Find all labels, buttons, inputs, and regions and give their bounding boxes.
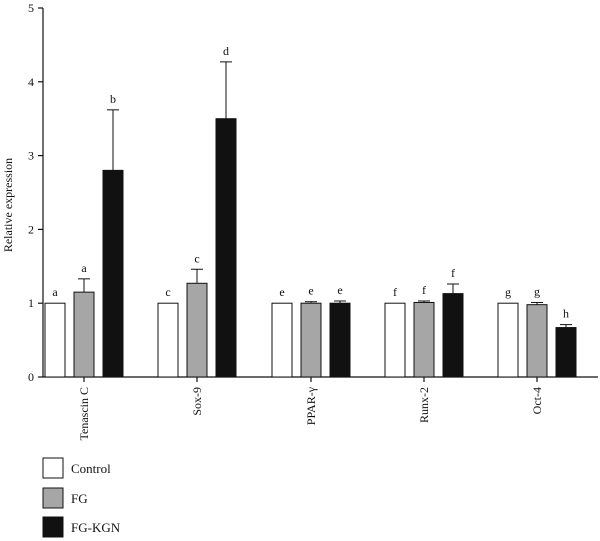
x-tick-label: Oct-4 (530, 387, 544, 414)
bar-fg-kgn-0 (102, 169, 124, 378)
significance-label: c (194, 251, 199, 265)
bar-control-1 (157, 302, 179, 378)
bars (44, 118, 577, 378)
bar-control-4 (497, 302, 519, 378)
x-tick-label: Runx-2 (417, 387, 431, 423)
significance-label: b (110, 92, 116, 106)
significance-label: a (81, 261, 87, 275)
bar-fg-kgn-1 (215, 118, 237, 378)
bar-fg-kgn-3 (442, 293, 464, 378)
significance-label: h (563, 307, 569, 321)
bar-fg-kgn-4 (555, 327, 577, 378)
significance-label: g (534, 284, 540, 298)
bar-fg-4 (526, 304, 548, 378)
significance-label: f (393, 285, 397, 299)
bar-control-0 (44, 302, 66, 378)
significance-label: d (223, 44, 229, 58)
bar-control-2 (271, 302, 293, 378)
y-tick-label: 5 (28, 1, 34, 15)
y-axis-label: Relative expression (1, 158, 15, 252)
legend: Control FG FG-KGN (42, 457, 121, 538)
significance-labels: a c e f g a c e f g b d e f h (52, 44, 569, 321)
error-bars (78, 61, 572, 328)
y-tick-label: 0 (28, 370, 34, 384)
significance-label: e (337, 283, 342, 297)
significance-label: e (308, 284, 313, 298)
y-tick-label: 4 (28, 75, 34, 89)
legend-swatch-control (42, 457, 64, 479)
legend-label: FG (71, 491, 88, 506)
significance-label: f (422, 283, 426, 297)
legend-label: Control (71, 461, 111, 476)
legend-label: FG-KGN (71, 520, 121, 535)
bar-fg-3 (413, 301, 435, 378)
y-tick-label: 2 (28, 222, 34, 236)
bar-control-3 (384, 302, 406, 378)
significance-label: f (451, 266, 455, 280)
significance-label: c (165, 285, 170, 299)
significance-label: a (52, 285, 58, 299)
bar-fg-2 (300, 302, 322, 378)
bar-fg-1 (186, 282, 208, 378)
x-tick-label: Tenascin C (77, 387, 91, 440)
x-axis: Tenascin C Sox-9 PPAR-γ Runx-2 Oct-4 (43, 376, 598, 440)
y-axis: 0 1 2 3 4 5 (28, 1, 44, 384)
y-tick-label: 1 (28, 296, 34, 310)
bar-fg-0 (73, 291, 95, 378)
significance-label: g (505, 285, 511, 299)
legend-swatch-fg (42, 487, 64, 509)
x-tick-label: Sox-9 (190, 387, 204, 416)
significance-label: e (279, 285, 284, 299)
legend-swatch-fg-kgn (42, 516, 64, 538)
bar-fg-kgn-2 (329, 302, 351, 378)
x-tick-label: PPAR-γ (304, 386, 318, 425)
y-tick-label: 3 (28, 149, 34, 163)
